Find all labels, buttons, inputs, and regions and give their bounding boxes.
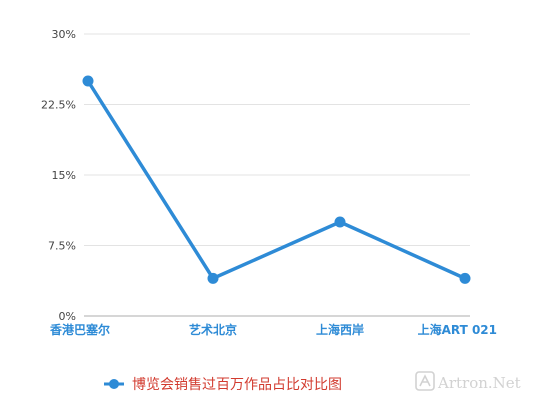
y-tick-label: 7.5% [48, 240, 76, 253]
data-point [459, 272, 471, 284]
y-tick-label: 30% [52, 28, 76, 41]
y-axis-ticks: 0% 7.5% 15% 22.5% 30% [41, 28, 76, 323]
y-tick-label: 22.5% [41, 99, 76, 112]
x-tick-label: 艺术北京 [189, 322, 237, 337]
y-tick-label: 15% [52, 169, 76, 182]
watermark: Artron.Net [415, 371, 521, 392]
x-axis-labels: 香港巴塞尔 艺术北京 上海西岸 上海ART 021 [49, 322, 497, 337]
data-point [334, 216, 346, 228]
x-tick-label: 上海西岸 [316, 322, 364, 337]
legend: 博览会销售过百万作品占比对比图 [104, 376, 342, 393]
series-layer [82, 75, 471, 284]
x-tick-label: 上海ART 021 [418, 322, 497, 337]
watermark-text: Artron.Net [437, 374, 521, 392]
data-point [207, 272, 219, 284]
y-tick-label: 0% [59, 310, 76, 323]
data-point [82, 75, 94, 87]
legend-marker [109, 379, 119, 389]
artron-logo-icon [415, 371, 435, 391]
grid-lines [84, 33, 470, 317]
x-tick-label: 香港巴塞尔 [49, 322, 110, 337]
series-line [86, 79, 467, 281]
legend-label: 博览会销售过百万作品占比对比图 [132, 376, 342, 393]
